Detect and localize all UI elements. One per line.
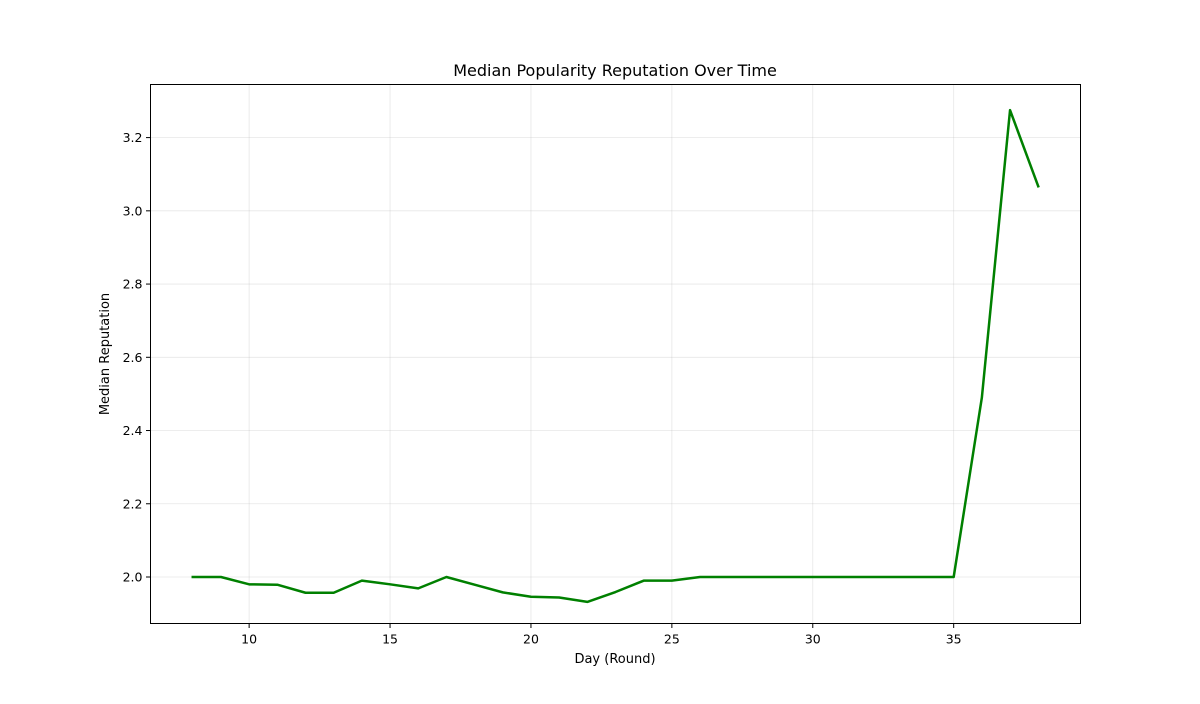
plot-frame (151, 85, 1081, 624)
x-axis-label: Day (Round) (574, 652, 655, 667)
y-axis-label: Median Reputation (98, 293, 113, 415)
x-tick-label: 25 (664, 632, 680, 647)
y-tick-label: 2.0 (123, 569, 143, 584)
y-tick-label: 2.6 (123, 350, 143, 365)
y-tick-label: 3.0 (123, 203, 143, 218)
grid-layer (151, 85, 1081, 624)
x-tick-label: 20 (523, 632, 539, 647)
tick-layer: 10 15 20 25 30 35 2.0 2.2 2.4 2.6 2.8 3.0 3.2 (123, 130, 962, 646)
series-line-0 (193, 110, 1038, 602)
x-tick-label: 15 (382, 632, 398, 647)
x-tick-label: 10 (241, 632, 257, 647)
x-tick-label: 30 (805, 632, 821, 647)
x-tick-label: 35 (946, 632, 962, 647)
y-tick-label: 3.2 (123, 130, 143, 145)
y-tick-label: 2.2 (123, 496, 143, 511)
y-tick-label: 2.8 (123, 277, 143, 292)
y-tick-label: 2.4 (123, 423, 143, 438)
chart-title: Median Popularity Reputation Over Time (453, 61, 777, 80)
series-layer (193, 110, 1038, 602)
